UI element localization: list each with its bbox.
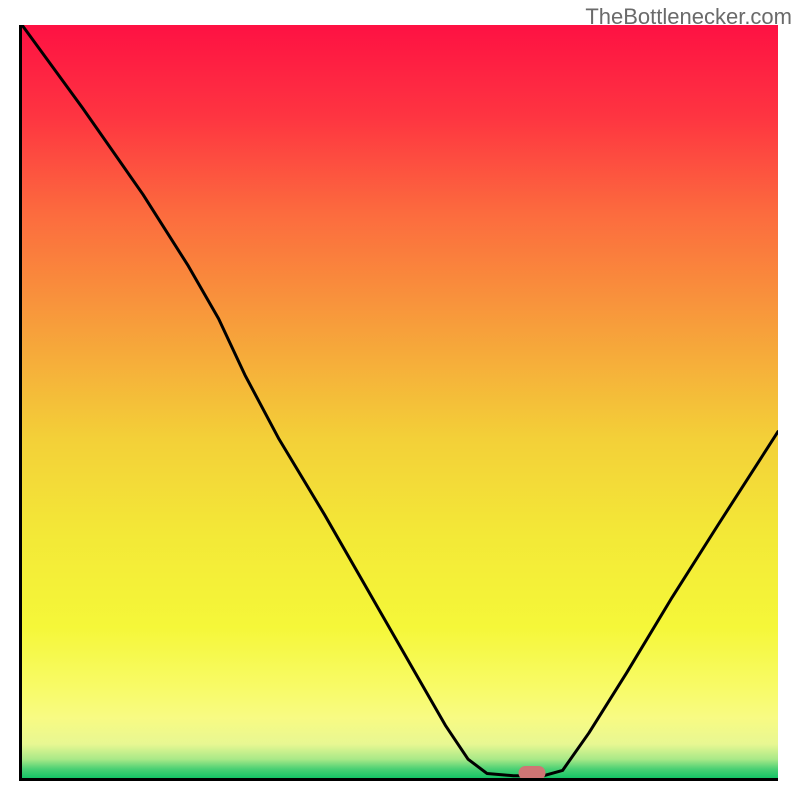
y-axis-line xyxy=(19,25,22,778)
watermark-text: TheBottlenecker.com xyxy=(585,4,792,30)
chart-container: { "watermark": { "text": "TheBottlenecke… xyxy=(0,0,800,800)
bottleneck-curve xyxy=(22,25,778,776)
plot-area xyxy=(22,25,778,778)
x-axis-line xyxy=(19,778,778,781)
plot-curve-svg xyxy=(22,25,778,778)
